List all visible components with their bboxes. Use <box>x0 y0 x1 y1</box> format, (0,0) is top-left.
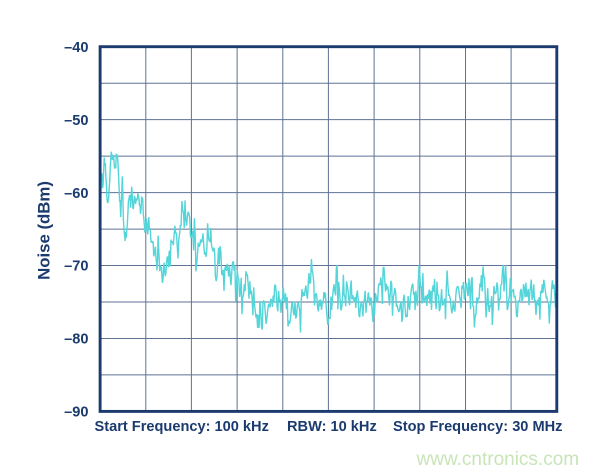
svg-text:RBW: 10 kHz: RBW: 10 kHz <box>287 419 377 435</box>
svg-text:–90: –90 <box>64 405 88 421</box>
svg-text:–50: –50 <box>64 113 88 129</box>
svg-text:–70: –70 <box>64 259 88 275</box>
svg-text:–60: –60 <box>64 186 88 202</box>
svg-text:–80: –80 <box>64 332 88 348</box>
svg-text:Start Frequency: 100 kHz: Start Frequency: 100 kHz <box>95 419 269 435</box>
svg-text:www.cntronics.com: www.cntronics.com <box>416 449 580 470</box>
svg-text:Noise (dBm): Noise (dBm) <box>35 181 54 280</box>
svg-text:–40: –40 <box>64 40 88 56</box>
svg-text:Stop Frequency: 30 MHz: Stop Frequency: 30 MHz <box>393 419 562 435</box>
